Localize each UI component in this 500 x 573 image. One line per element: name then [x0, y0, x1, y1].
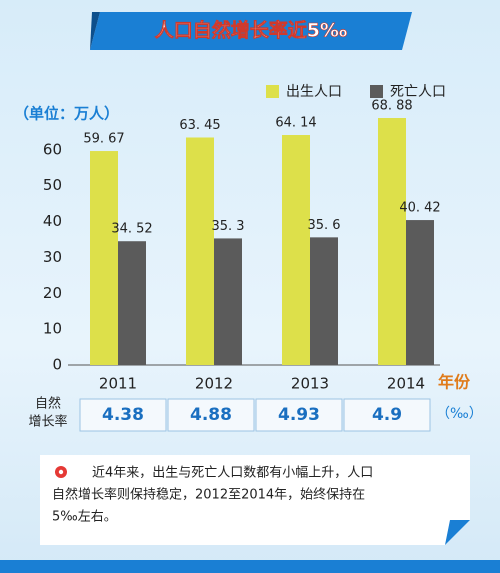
bottom-strip — [0, 560, 500, 573]
legend-label: 死亡人口 — [390, 84, 446, 100]
rate-cell — [343, 398, 431, 432]
note-line: 近4年来，出生与死亡人口数都有小幅上升，人口 — [92, 466, 373, 481]
value-label: 35. 3 — [211, 219, 244, 234]
y-tick-label: 40 — [43, 212, 62, 230]
y-tick-label: 0 — [52, 356, 62, 374]
note-line: 5‰左右。 — [52, 510, 117, 525]
title-banner-edge — [90, 12, 100, 50]
bar — [118, 241, 146, 365]
chart-title: 人口自然增长率近5‰ — [155, 19, 348, 42]
rate-value: 4.9 — [372, 405, 402, 425]
bar — [282, 135, 310, 365]
value-label: 40. 42 — [399, 201, 440, 216]
x-axis-label: 年份 — [438, 373, 471, 392]
value-label: 59. 67 — [83, 132, 124, 147]
y-tick-label: 30 — [43, 248, 62, 266]
value-label: 68. 88 — [371, 99, 412, 114]
note-line: 自然增长率则保持稳定，2012至2014年，始终保持在 — [52, 487, 365, 503]
unit-label: （单位：万人） — [14, 105, 119, 123]
row-label: 自然 — [35, 396, 61, 412]
rate-cell — [167, 398, 255, 432]
y-tick-label: 10 — [43, 320, 62, 338]
note-box — [40, 455, 470, 545]
x-tick-label: 2013 — [291, 375, 329, 393]
value-label: 63. 45 — [179, 118, 220, 133]
rate-value: 4.88 — [190, 405, 232, 425]
title-banner — [90, 12, 412, 50]
bar — [378, 118, 406, 366]
x-tick-label: 2012 — [195, 375, 233, 393]
value-label: 64. 14 — [275, 116, 316, 131]
bar — [186, 137, 214, 365]
x-tick-label: 2011 — [99, 375, 137, 393]
bar — [310, 237, 338, 365]
rate-value: 4.38 — [102, 405, 144, 425]
y-tick-label: 60 — [43, 140, 62, 158]
bar — [406, 220, 434, 365]
rate-value: 4.93 — [278, 405, 320, 425]
legend-swatch — [370, 85, 383, 98]
rate-cell — [79, 398, 167, 432]
x-tick-label: 2014 — [387, 375, 425, 393]
y-tick-label: 20 — [43, 284, 62, 302]
value-label: 34. 52 — [111, 222, 152, 237]
value-label: 35. 6 — [307, 218, 340, 233]
bar — [214, 238, 242, 365]
row-label: 增长率 — [28, 414, 67, 430]
rate-cell — [255, 398, 343, 432]
note-fold — [445, 520, 470, 545]
rate-unit: （‰） — [436, 406, 483, 422]
y-tick-label: 50 — [43, 176, 62, 194]
bar — [90, 151, 118, 365]
legend-swatch — [266, 85, 279, 98]
legend-label: 出生人口 — [286, 84, 342, 100]
note-bullet-dot — [58, 469, 64, 475]
